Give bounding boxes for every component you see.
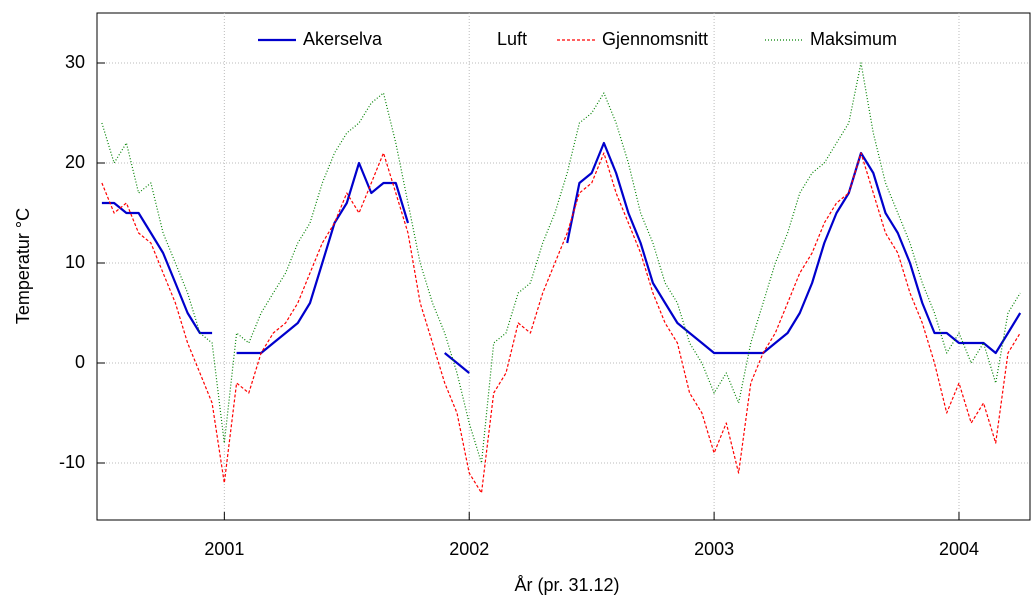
y-tick-label: 30 <box>65 52 85 72</box>
legend-label: Akerselva <box>303 29 383 49</box>
y-axis-label: Temperatur °C <box>13 208 33 324</box>
y-tick-label: 20 <box>65 152 85 172</box>
grid <box>97 13 1030 520</box>
legend-group-label: Luft <box>497 29 527 49</box>
x-tick-label: 2004 <box>939 539 979 559</box>
plot-frame <box>96 12 1031 521</box>
series-line <box>101 141 1022 374</box>
y-tick-label: -10 <box>59 452 85 472</box>
y-tick-label: 0 <box>75 352 85 372</box>
x-tick-label: 2002 <box>449 539 489 559</box>
x-tick-label: 2001 <box>204 539 244 559</box>
lines <box>101 62 1022 494</box>
legend-label: Maksimum <box>810 29 897 49</box>
series-line <box>101 62 1021 464</box>
x-tick-label: 2003 <box>694 539 734 559</box>
series-line <box>101 152 1021 494</box>
x-axis-label: År (pr. 31.12) <box>514 575 619 595</box>
legend-label: Gjennomsnitt <box>602 29 708 49</box>
y-tick-label: 10 <box>65 252 85 272</box>
